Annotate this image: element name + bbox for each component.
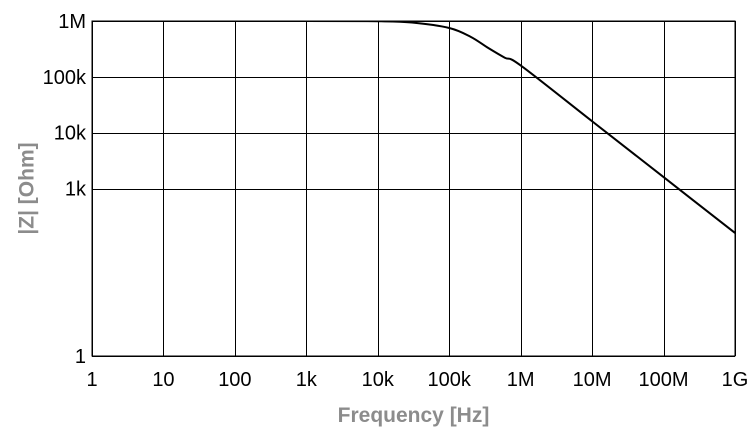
x-axis-title: Frequency [Hz]: [338, 404, 490, 427]
y-tick-label-4: 1M: [58, 11, 86, 33]
y-tick-label-0: 1: [75, 346, 86, 368]
x-tick-label-3: 1k: [296, 369, 318, 391]
x-tick-label-1: 10: [152, 369, 174, 391]
x-tick-label-5: 100k: [428, 369, 472, 391]
x-tick-label-8: 100M: [639, 369, 689, 391]
x-tick-label-2: 100: [218, 369, 251, 391]
series-layer: [92, 21, 735, 234]
series-line-0: [92, 21, 735, 234]
y-axis-title: |Z| [Ohm]: [16, 142, 39, 234]
y-tick-label-2: 10k: [54, 123, 87, 145]
y-tick-label-1: 1k: [65, 179, 87, 201]
x-tick-label-6: 1M: [507, 369, 535, 391]
y-tick-labels: 1 1k 10k 100k 1M: [43, 11, 87, 368]
grid: [92, 21, 736, 357]
x-tick-labels: 1 10 100 1k 10k 100k 1M 10M 100M 1G: [86, 369, 748, 391]
x-tick-label-7: 10M: [573, 369, 612, 391]
x-tick-label-4: 10k: [362, 369, 395, 391]
y-tick-label-3: 100k: [43, 67, 87, 89]
plot-frame: [91, 20, 736, 357]
x-tick-label-0: 1: [86, 369, 97, 391]
x-tick-label-9: 1G: [722, 369, 749, 391]
